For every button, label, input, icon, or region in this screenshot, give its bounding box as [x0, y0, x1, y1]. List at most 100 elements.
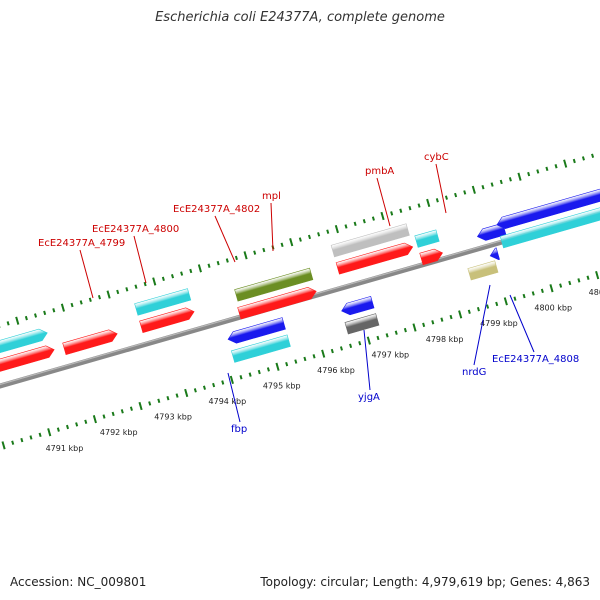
- tick-mark-upper: [15, 316, 20, 325]
- gene-label: EcE24377A_4808: [492, 354, 579, 365]
- gene-arrow-fbp: [227, 317, 286, 344]
- gene-box: [499, 202, 600, 249]
- tick-mark-lower: [193, 388, 197, 393]
- tick-mark-lower: [403, 327, 407, 333]
- label-leader-line: [79, 249, 94, 299]
- tick-mark-upper: [481, 184, 485, 190]
- tick-mark-upper: [60, 303, 65, 312]
- tick-mark-lower: [257, 369, 261, 375]
- tick-mark-upper: [234, 255, 238, 261]
- map-title: Escherichia coli E24377A, complete genom…: [155, 10, 445, 25]
- tick-mark-upper: [116, 289, 120, 295]
- tick-mark-lower: [157, 398, 161, 404]
- tick-mark-lower: [11, 440, 15, 445]
- tick-mark-upper: [417, 203, 421, 208]
- tick-mark-lower: [486, 304, 490, 309]
- label-leader-line: [473, 284, 491, 366]
- tick-mark-upper: [197, 264, 202, 273]
- scale-label-kbp: 4798 kbp: [426, 335, 464, 344]
- tick-mark-upper: [527, 171, 531, 177]
- tick-mark-lower: [559, 283, 563, 288]
- tick-mark-lower: [531, 291, 535, 296]
- scale-label-kbp: 4794 kbp: [209, 397, 247, 406]
- tick-mark-lower: [148, 401, 152, 406]
- tick-mark-lower: [1, 441, 6, 450]
- tick-mark-upper: [216, 260, 220, 266]
- gene-box: [330, 223, 410, 258]
- tick-mark-upper: [253, 250, 257, 255]
- tick-mark-lower: [339, 346, 343, 351]
- label-leader-line: [376, 177, 391, 227]
- gene-label: yjgA: [358, 392, 380, 403]
- gene-box: [134, 288, 192, 316]
- gene-arrow: [496, 185, 600, 229]
- tick-mark-lower: [166, 396, 170, 401]
- tick-mark-upper: [399, 208, 403, 213]
- scale-label-kbp: 4795 kbp: [263, 381, 301, 390]
- tick-mark-upper: [362, 219, 366, 224]
- tick-mark-lower: [56, 427, 60, 432]
- label-leader-line: [363, 329, 371, 391]
- tick-mark-lower: [586, 275, 590, 280]
- tick-mark-lower: [221, 380, 225, 385]
- gene-label: mpl: [262, 191, 281, 202]
- tick-mark-lower: [376, 335, 380, 341]
- tick-mark-lower: [503, 297, 508, 306]
- tick-mark-lower: [476, 306, 480, 312]
- tick-mark-lower: [431, 320, 435, 325]
- gene-box: [467, 260, 499, 281]
- tick-mark-upper: [189, 268, 193, 274]
- tick-mark-upper: [106, 290, 111, 299]
- tick-mark-upper: [591, 153, 595, 158]
- tick-mark-lower: [29, 435, 33, 440]
- gene-arrow-yjga: [341, 295, 375, 316]
- tick-mark-upper: [344, 224, 348, 229]
- tick-mark-upper: [408, 205, 412, 211]
- tick-mark-lower: [285, 361, 289, 367]
- tick-mark-upper: [380, 211, 385, 221]
- tick-mark-upper: [24, 315, 28, 321]
- tick-mark-lower: [20, 437, 24, 443]
- tick-mark-upper: [43, 310, 47, 316]
- tick-mark-upper: [70, 302, 74, 308]
- scale-label-kbp: 4792 kbp: [100, 428, 138, 437]
- tick-mark-lower: [467, 309, 471, 314]
- tick-mark-lower: [449, 314, 453, 320]
- tick-mark-lower: [47, 428, 52, 437]
- tick-mark-lower: [385, 333, 389, 338]
- label-leader-line: [509, 294, 535, 353]
- gene-arrow: [0, 345, 55, 378]
- tick-mark-lower: [495, 301, 499, 307]
- label-leader-line: [227, 372, 241, 423]
- tick-mark-upper: [444, 195, 448, 200]
- tick-mark-lower: [513, 296, 517, 301]
- tick-mark-lower: [239, 375, 243, 380]
- tick-mark-upper: [317, 232, 321, 237]
- scale-label-kbp: 4800 kbp: [534, 304, 572, 313]
- tick-mark-upper: [454, 192, 458, 198]
- tick-mark-upper: [390, 211, 394, 216]
- tick-mark-upper: [463, 190, 467, 195]
- tick-mark-lower: [349, 343, 353, 349]
- tick-mark-upper: [508, 177, 512, 182]
- tick-mark-lower: [202, 385, 206, 390]
- tick-mark-lower: [138, 401, 143, 411]
- tick-mark-upper: [52, 308, 56, 313]
- tick-mark-upper: [435, 198, 439, 203]
- tick-mark-lower: [275, 362, 280, 371]
- tick-mark-upper: [207, 263, 211, 268]
- gene-box-mpl: [234, 267, 314, 302]
- tick-mark-upper: [289, 238, 294, 247]
- gene-label: EcE24377A_4800: [92, 224, 179, 235]
- tick-mark-upper: [326, 229, 330, 234]
- scale-label-kbp: 4793 kbp: [154, 413, 192, 422]
- tick-mark-lower: [549, 284, 554, 293]
- tick-mark-upper: [471, 185, 476, 194]
- rotated-map-group: 4791 kbp 4792 kbp 4793 kbp 4794 kbp 4795 kbp…: [0, 153, 600, 453]
- tick-mark-lower: [577, 278, 581, 283]
- tick-mark-lower: [111, 411, 115, 417]
- tick-mark-upper: [88, 297, 92, 302]
- tick-mark-upper: [307, 234, 311, 240]
- tick-mark-upper: [536, 169, 540, 174]
